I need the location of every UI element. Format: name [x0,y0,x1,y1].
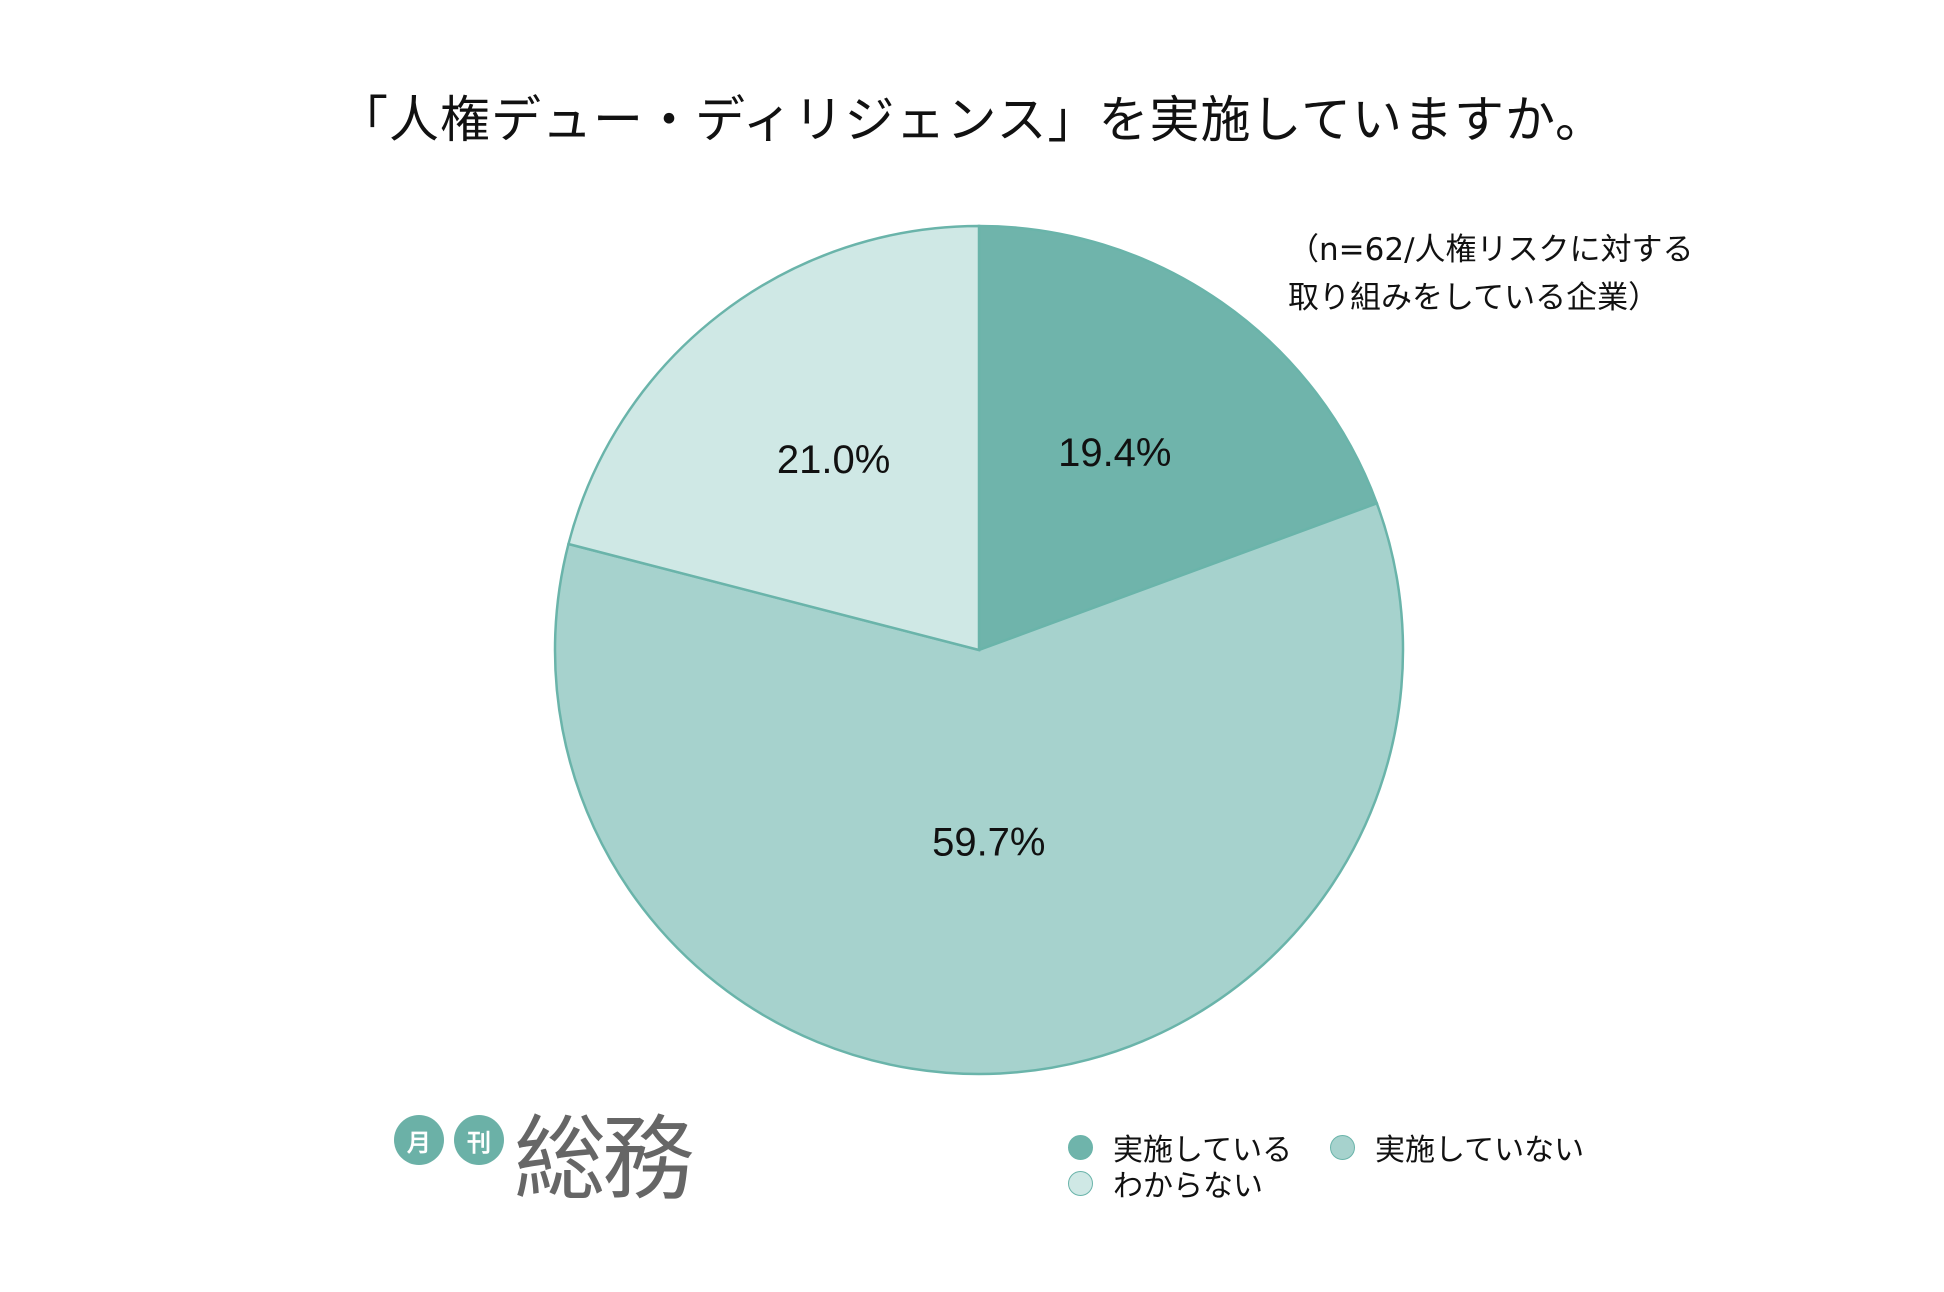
legend-item-implemented: 実施している [1068,1125,1292,1169]
legend-swatch-not-implemented [1330,1134,1355,1160]
logo-badge-kan: 刊 [454,1115,504,1165]
legend-label-implemented: 実施している [1113,1133,1293,1168]
legend-swatch-implemented [1068,1134,1093,1160]
pie-label-not-implemented: 59.7% [932,820,1045,864]
legend-label-unknown: わからない [1113,1169,1263,1204]
legend-item-not-implemented: 実施していない [1330,1125,1584,1169]
pie-slice-implemented [977,224,1379,652]
legend-swatch-unknown [1068,1170,1093,1196]
pie-label-unknown: 21.0% [777,438,890,482]
chart-title: 「人権デュー・ディリジェンス」を実施していますか。 [338,91,1606,149]
pie-slice-unknown [566,224,981,652]
logo-badge-tsuki: 月 [394,1115,444,1165]
gekkan-soumu-logo: 月 刊 総務 [394,1105,694,1215]
logo-wordmark: 総務 [514,1106,694,1213]
legend-item-unknown: わからない [1068,1161,1263,1205]
pie-label-implemented: 19.4% [1058,431,1171,475]
pie-slice-not-implemented [553,501,1405,1076]
legend-label-not-implemented: 実施していない [1375,1133,1585,1168]
sample-note: （n=62/人権リスクに対する 取り組みをしている企業） [1288,232,1694,316]
